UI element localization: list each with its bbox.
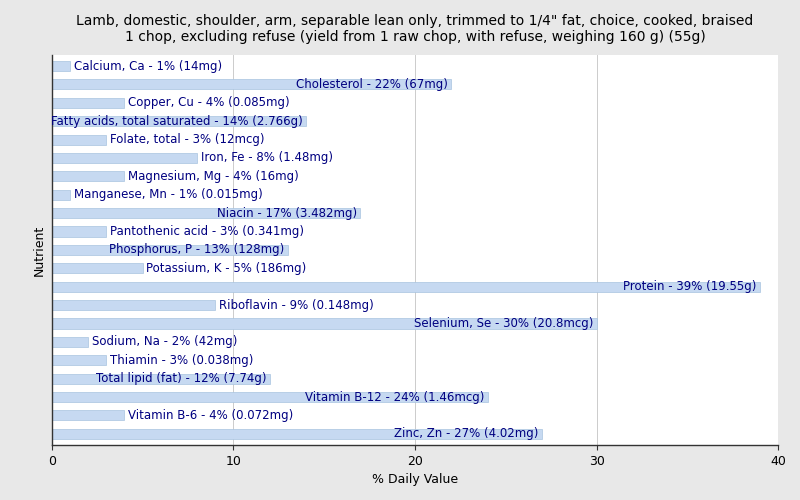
- Text: Sodium, Na - 2% (42mg): Sodium, Na - 2% (42mg): [92, 336, 237, 348]
- Bar: [52, 80, 451, 90]
- Text: Manganese, Mn - 1% (0.015mg): Manganese, Mn - 1% (0.015mg): [74, 188, 262, 201]
- Bar: [52, 134, 106, 144]
- Text: Iron, Fe - 8% (1.48mg): Iron, Fe - 8% (1.48mg): [201, 152, 333, 164]
- Text: Total lipid (fat) - 12% (7.74g): Total lipid (fat) - 12% (7.74g): [95, 372, 266, 385]
- Bar: [52, 116, 306, 126]
- Text: Cholesterol - 22% (67mg): Cholesterol - 22% (67mg): [296, 78, 448, 91]
- Text: Zinc, Zn - 27% (4.02mg): Zinc, Zn - 27% (4.02mg): [394, 428, 538, 440]
- Bar: [52, 208, 361, 218]
- Text: Protein - 39% (19.55g): Protein - 39% (19.55g): [623, 280, 756, 293]
- Text: Niacin - 17% (3.482mg): Niacin - 17% (3.482mg): [217, 206, 357, 220]
- Bar: [52, 190, 70, 200]
- Text: Potassium, K - 5% (186mg): Potassium, K - 5% (186mg): [146, 262, 306, 275]
- Bar: [52, 153, 197, 163]
- X-axis label: % Daily Value: % Daily Value: [372, 473, 458, 486]
- Text: Riboflavin - 9% (0.148mg): Riboflavin - 9% (0.148mg): [219, 298, 374, 312]
- Bar: [52, 263, 142, 274]
- Y-axis label: Nutrient: Nutrient: [33, 224, 46, 276]
- Text: Magnesium, Mg - 4% (16mg): Magnesium, Mg - 4% (16mg): [128, 170, 298, 183]
- Bar: [52, 374, 270, 384]
- Bar: [52, 410, 124, 420]
- Bar: [52, 98, 124, 108]
- Text: Vitamin B-6 - 4% (0.072mg): Vitamin B-6 - 4% (0.072mg): [128, 409, 294, 422]
- Text: Fatty acids, total saturated - 14% (2.766g): Fatty acids, total saturated - 14% (2.76…: [50, 114, 302, 128]
- Bar: [52, 282, 760, 292]
- Bar: [52, 172, 124, 181]
- Bar: [52, 61, 70, 71]
- Bar: [52, 355, 106, 366]
- Bar: [52, 318, 597, 328]
- Text: Pantothenic acid - 3% (0.341mg): Pantothenic acid - 3% (0.341mg): [110, 225, 304, 238]
- Text: Folate, total - 3% (12mcg): Folate, total - 3% (12mcg): [110, 133, 264, 146]
- Bar: [52, 300, 215, 310]
- Bar: [52, 392, 487, 402]
- Text: Calcium, Ca - 1% (14mg): Calcium, Ca - 1% (14mg): [74, 60, 222, 72]
- Text: Copper, Cu - 4% (0.085mg): Copper, Cu - 4% (0.085mg): [128, 96, 290, 110]
- Text: Thiamin - 3% (0.038mg): Thiamin - 3% (0.038mg): [110, 354, 254, 366]
- Text: Selenium, Se - 30% (20.8mcg): Selenium, Se - 30% (20.8mcg): [414, 317, 593, 330]
- Text: Phosphorus, P - 13% (128mg): Phosphorus, P - 13% (128mg): [109, 244, 284, 256]
- Text: Vitamin B-12 - 24% (1.46mcg): Vitamin B-12 - 24% (1.46mcg): [305, 390, 484, 404]
- Bar: [52, 337, 88, 347]
- Bar: [52, 428, 542, 439]
- Bar: [52, 226, 106, 236]
- Bar: [52, 245, 288, 255]
- Title: Lamb, domestic, shoulder, arm, separable lean only, trimmed to 1/4" fat, choice,: Lamb, domestic, shoulder, arm, separable…: [76, 14, 754, 44]
